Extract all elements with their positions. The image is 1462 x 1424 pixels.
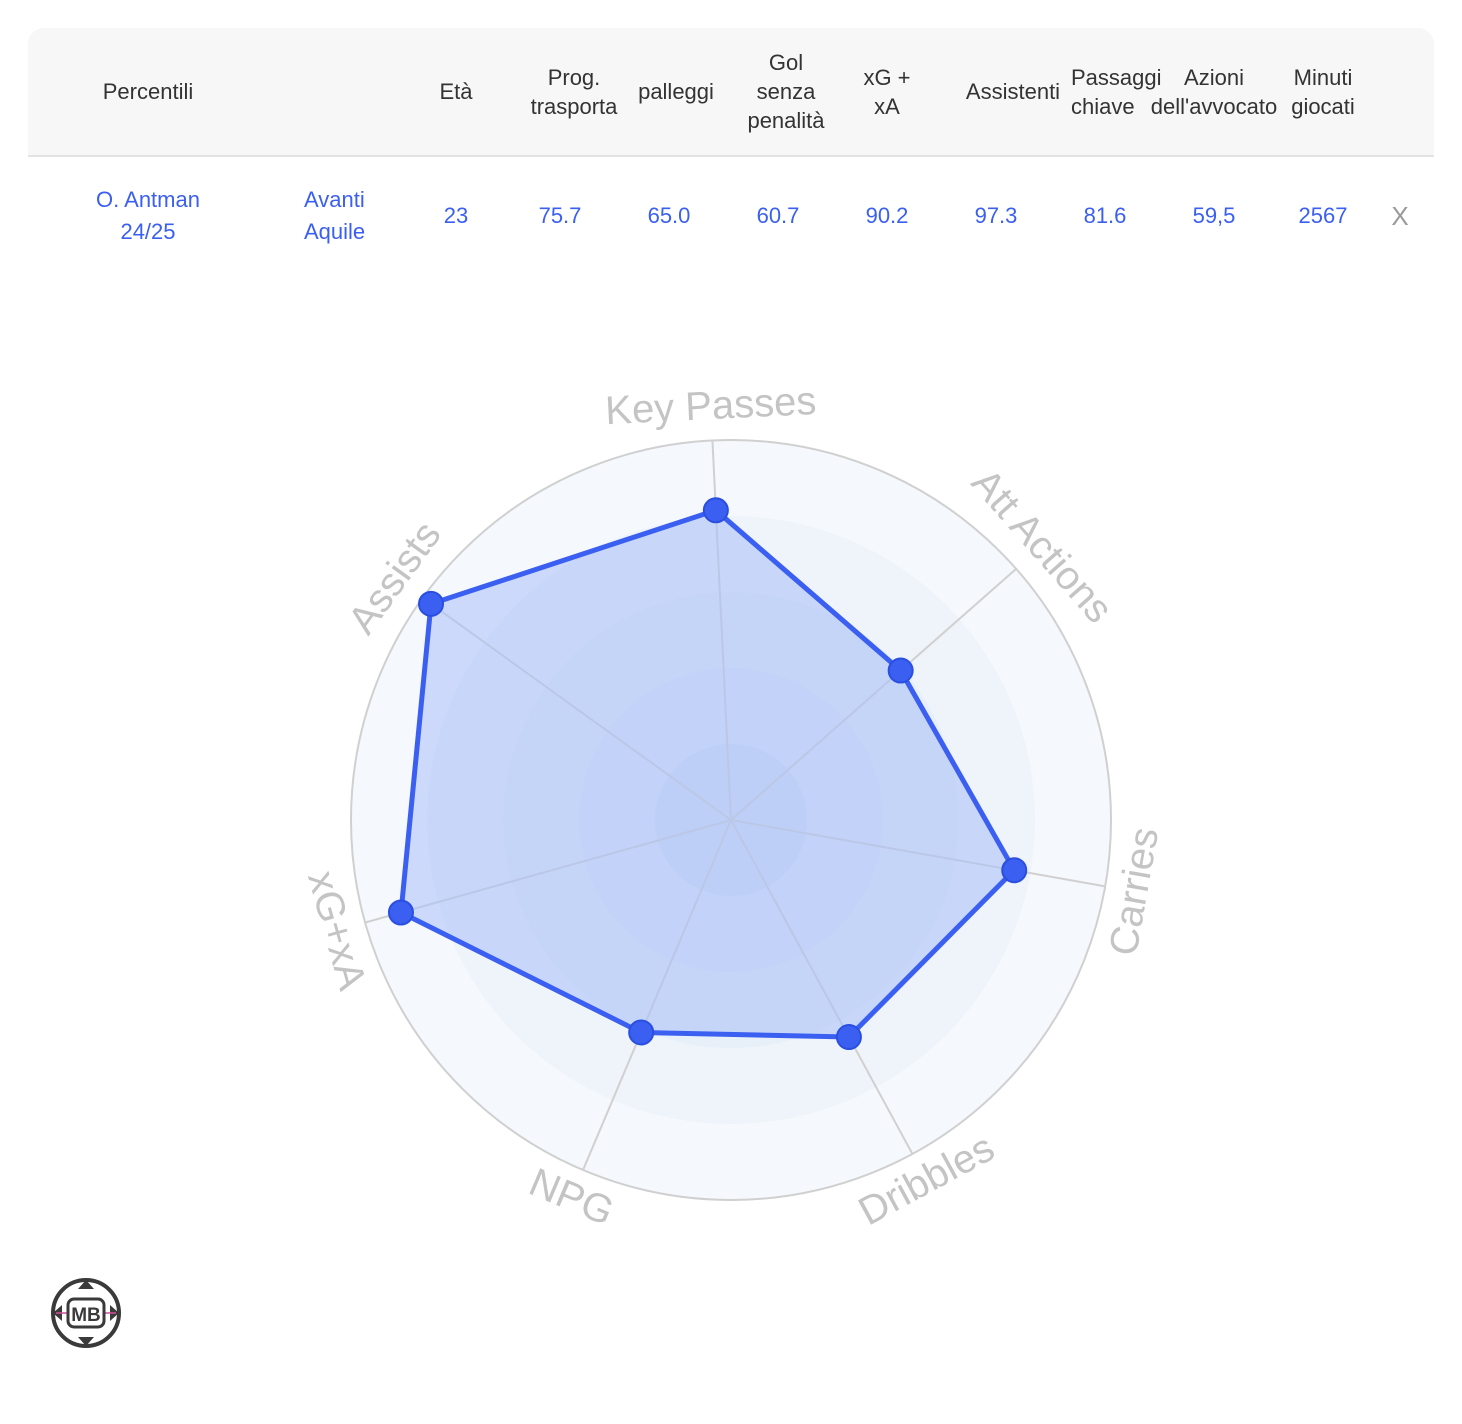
comparison-table: Percentili Età Prog. trasporta palleggi … — [28, 28, 1434, 268]
header-prog-carries: Prog. trasporta — [530, 64, 618, 119]
header-key-passes: Passaggi chiave — [1071, 64, 1162, 119]
radar-point-2 — [1001, 857, 1028, 884]
header-dribbles: palleggi — [638, 79, 714, 104]
logo-text: MB — [71, 1305, 101, 1326]
header-assists: Assistenti — [965, 79, 1061, 104]
radar-point-1 — [887, 657, 914, 684]
radar-point-4 — [628, 1019, 655, 1046]
radar-point-0 — [702, 497, 729, 524]
value-xg-xa: 90.2 — [865, 203, 909, 228]
radar-series-area — [398, 507, 1017, 1040]
radar-axis-label: Carries — [1101, 824, 1167, 959]
remove-player-button[interactable]: X — [1391, 200, 1409, 231]
radar-point-3 — [835, 1024, 862, 1051]
player-name[interactable]: O. Antman 24/25 — [96, 187, 200, 244]
value-npg: 60.7 — [756, 203, 800, 228]
header-minutes: Minuti giocati — [1291, 64, 1355, 119]
value-prog-carries: 75.7 — [538, 203, 582, 228]
table-header: Percentili Età Prog. trasporta palleggi … — [28, 28, 1434, 157]
value-key-passes: 81.6 — [1083, 203, 1127, 228]
table-row: O. Antman 24/25 Avanti Aquile 23 75.7 65… — [28, 157, 1434, 275]
radar-series — [387, 497, 1028, 1051]
radar-outer-ring — [350, 439, 1112, 1201]
mb-logo: MB — [51, 1278, 121, 1348]
radar-axis-label: Key Passes — [604, 379, 817, 433]
header-xg-xa: xG + xA — [863, 64, 911, 119]
team-name[interactable]: Avanti Aquile — [304, 187, 366, 244]
header-age: Età — [439, 79, 473, 104]
header-npg: Gol senza penalità — [747, 50, 825, 133]
header-percentili: Percentili — [102, 79, 194, 104]
value-dribbles: 65.0 — [647, 203, 691, 228]
value-att-actions: 59,5 — [1192, 203, 1236, 228]
radar-point-5 — [387, 899, 414, 926]
radar-point-6 — [418, 590, 445, 617]
value-minutes: 2567 — [1298, 203, 1348, 228]
value-assists: 97.3 — [974, 203, 1018, 228]
value-age: 23 — [443, 203, 469, 228]
